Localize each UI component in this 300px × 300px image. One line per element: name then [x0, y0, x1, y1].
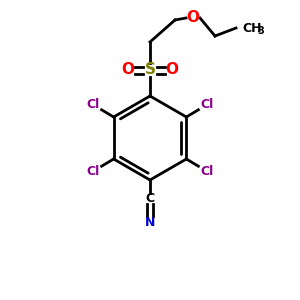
- Text: O: O: [166, 62, 178, 77]
- Text: C: C: [146, 191, 154, 205]
- Text: N: N: [145, 215, 155, 229]
- Text: 3: 3: [257, 26, 264, 36]
- Text: S: S: [145, 62, 155, 77]
- Text: Cl: Cl: [86, 98, 100, 111]
- Text: Cl: Cl: [86, 165, 100, 178]
- Text: Cl: Cl: [200, 165, 214, 178]
- Text: O: O: [122, 62, 134, 77]
- Text: O: O: [187, 11, 200, 26]
- Text: Cl: Cl: [200, 98, 214, 111]
- Text: CH: CH: [242, 22, 262, 34]
